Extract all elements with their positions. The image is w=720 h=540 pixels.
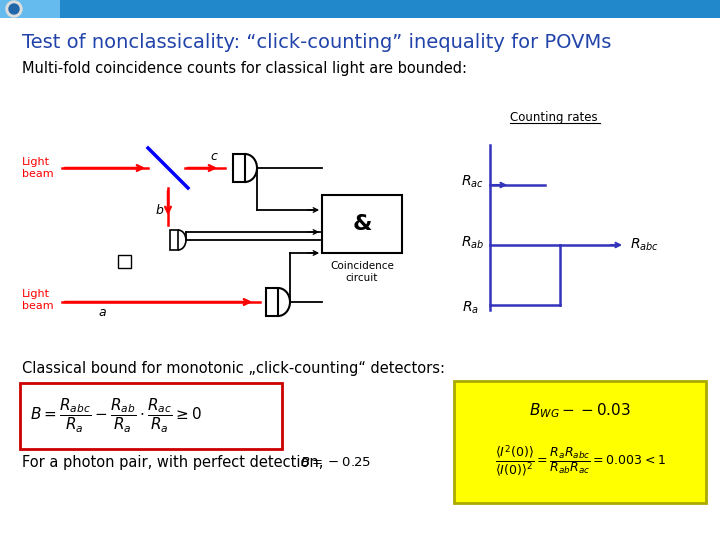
Text: Test of nonclassicality: “click-counting” inequality for POVMs: Test of nonclassicality: “click-counting… bbox=[22, 32, 611, 51]
Bar bbox=[0, 0, 720, 18]
Text: Light
beam: Light beam bbox=[22, 289, 53, 311]
Bar bbox=[233, 154, 245, 182]
Bar bbox=[170, 230, 178, 250]
Text: $R_{ab}$: $R_{ab}$ bbox=[461, 235, 484, 251]
Text: $B = \dfrac{R_{abc}}{R_a} - \dfrac{R_{ab}}{R_a} \cdot \dfrac{R_{ac}}{R_a} \geq 0: $B = \dfrac{R_{abc}}{R_a} - \dfrac{R_{ab… bbox=[30, 397, 202, 435]
Text: Coincidence
circuit: Coincidence circuit bbox=[330, 261, 394, 284]
Text: $\dfrac{\langle I^2(0)\rangle}{\langle I(0)\rangle^2} = \dfrac{R_a R_{abc}}{R_{a: $\dfrac{\langle I^2(0)\rangle}{\langle I… bbox=[495, 443, 665, 478]
Text: a: a bbox=[98, 306, 106, 319]
Text: $B=-0.25$: $B=-0.25$ bbox=[300, 456, 372, 469]
Text: Classical bound for monotonic „click-counting“ detectors:: Classical bound for monotonic „click-cou… bbox=[22, 361, 445, 375]
Text: $R_{ac}$: $R_{ac}$ bbox=[462, 174, 484, 190]
Bar bbox=[322, 195, 402, 253]
Text: &: & bbox=[352, 214, 372, 234]
Text: For a photon pair, with perfect detection,: For a photon pair, with perfect detectio… bbox=[22, 455, 323, 469]
Text: $B_{WG} - -0.03$: $B_{WG} - -0.03$ bbox=[529, 402, 631, 420]
Circle shape bbox=[6, 1, 22, 17]
Circle shape bbox=[9, 4, 19, 14]
FancyBboxPatch shape bbox=[20, 383, 282, 449]
Text: $R_a$: $R_a$ bbox=[462, 300, 479, 316]
Text: b: b bbox=[156, 204, 164, 217]
FancyBboxPatch shape bbox=[454, 381, 706, 503]
Bar bbox=[118, 255, 131, 268]
Bar bbox=[266, 288, 278, 316]
Text: Multi-fold coincidence counts for classical light are bounded:: Multi-fold coincidence counts for classi… bbox=[22, 60, 467, 76]
Text: c: c bbox=[210, 150, 217, 163]
Text: Counting rates: Counting rates bbox=[510, 111, 598, 125]
Text: $R_{abc}$: $R_{abc}$ bbox=[630, 237, 659, 253]
Bar bbox=[0, 0, 60, 18]
Text: Light
beam: Light beam bbox=[22, 157, 53, 179]
